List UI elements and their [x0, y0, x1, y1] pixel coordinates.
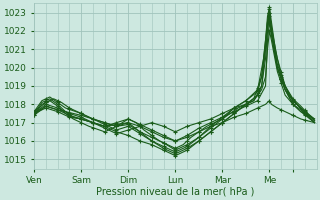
X-axis label: Pression niveau de la mer( hPa ): Pression niveau de la mer( hPa ) [96, 187, 254, 197]
